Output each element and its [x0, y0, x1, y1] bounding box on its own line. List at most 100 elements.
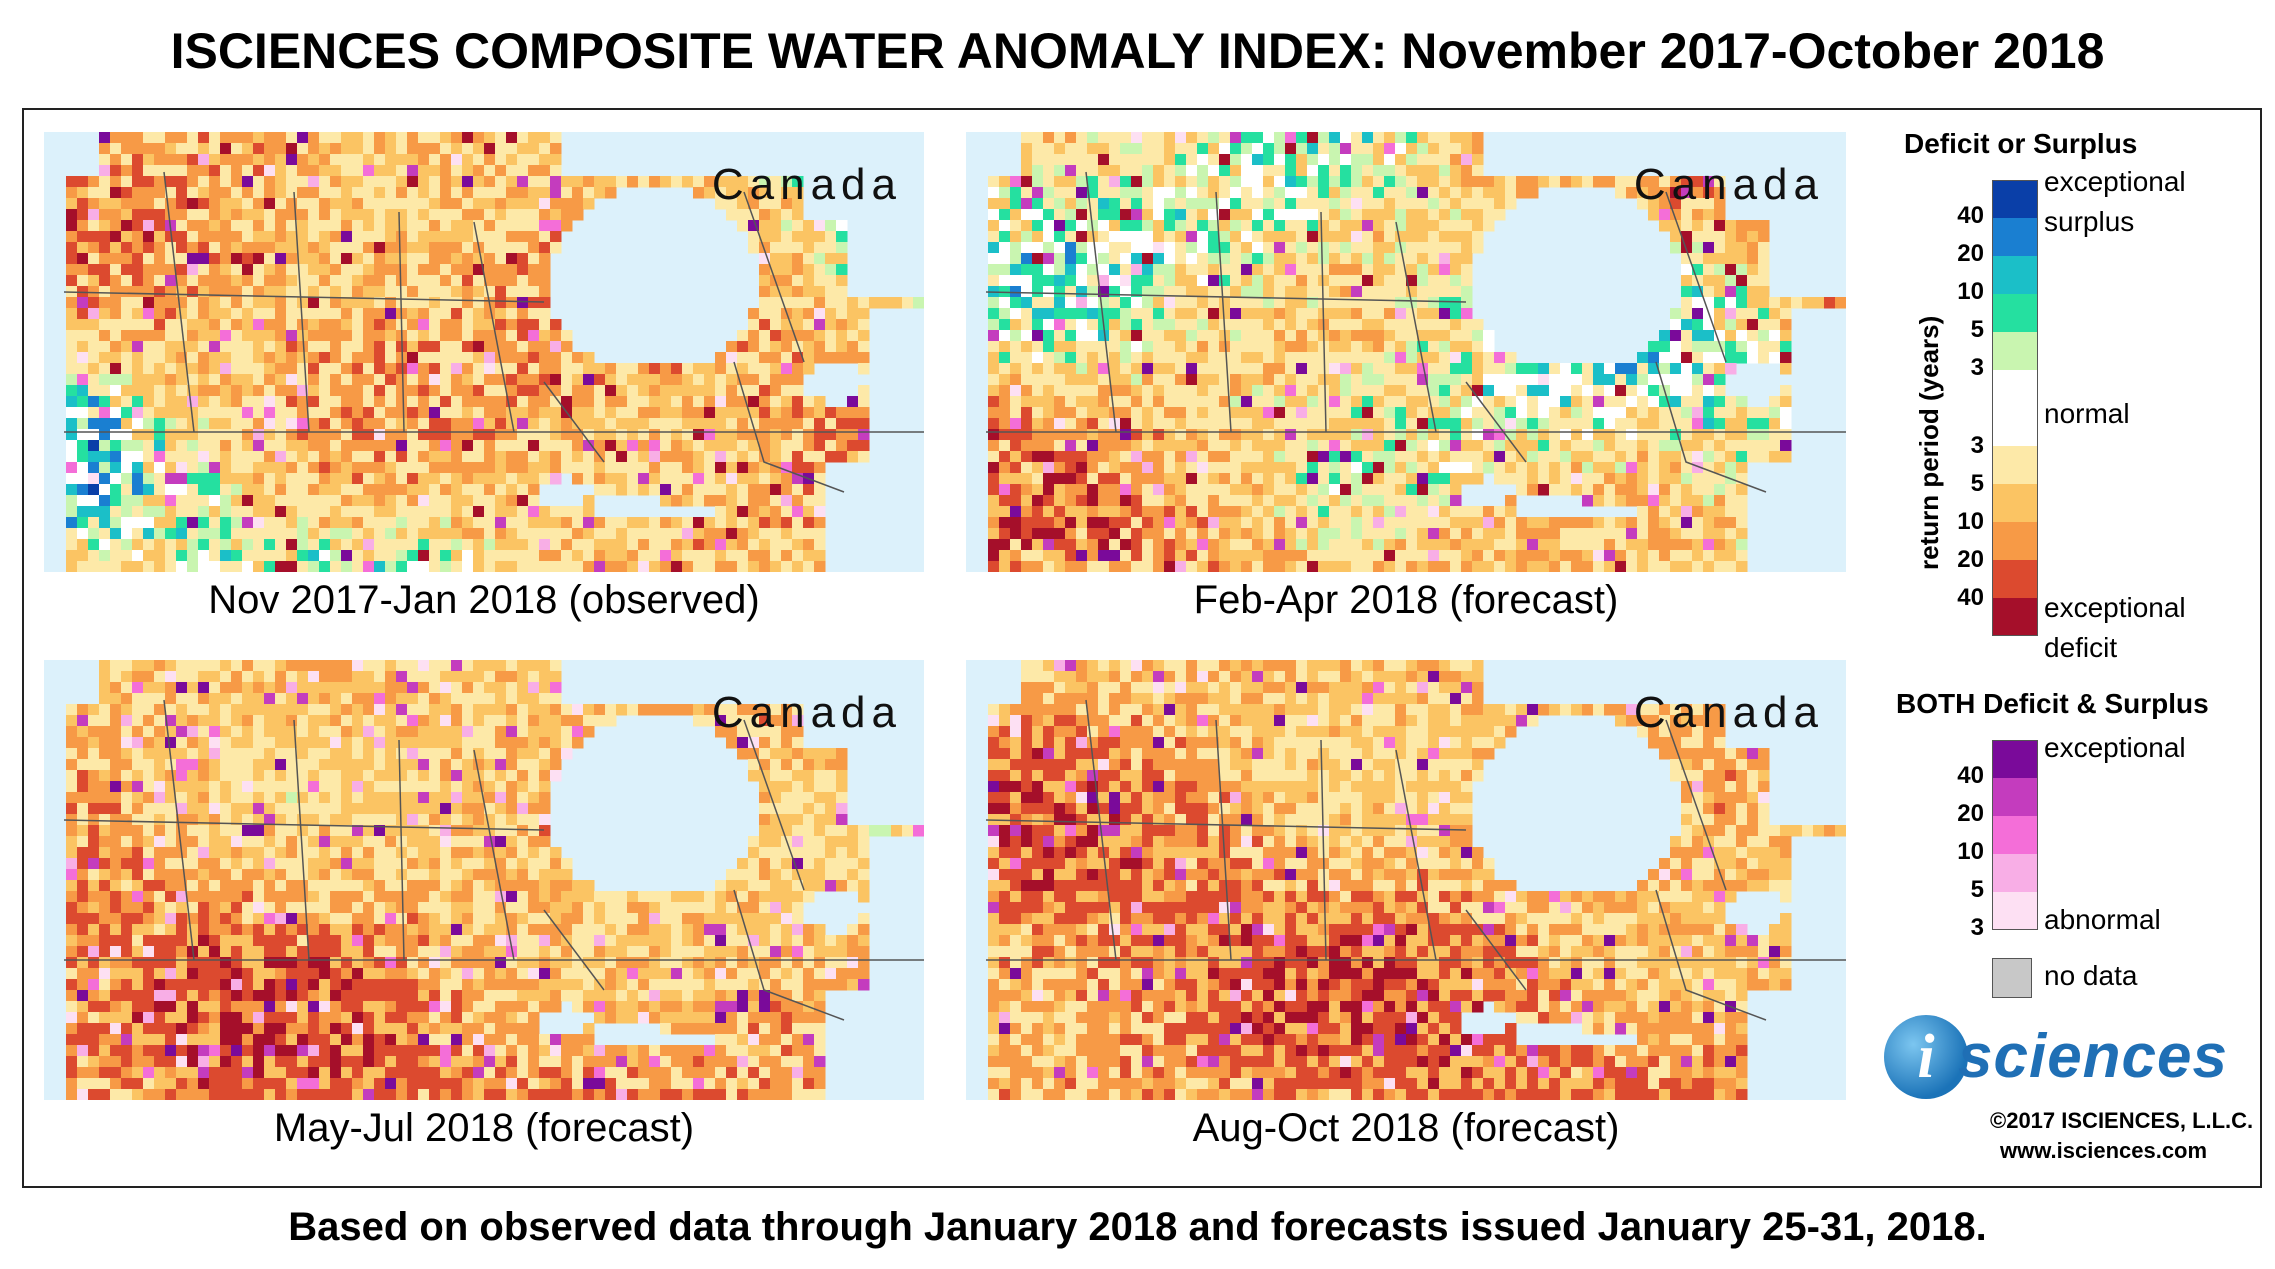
- anomaly-cell: [1461, 330, 1473, 342]
- anomaly-cell: [550, 132, 562, 144]
- anomaly-cell: [209, 308, 221, 320]
- anomaly-cell: [1637, 473, 1649, 485]
- anomaly-cell: [825, 308, 837, 320]
- anomaly-cell: [1197, 165, 1209, 177]
- anomaly-cell: [506, 231, 518, 243]
- anomaly-cell: [418, 330, 430, 342]
- anomaly-cell: [1494, 407, 1506, 419]
- anomaly-cell: [1186, 407, 1198, 419]
- anomaly-cell: [1142, 209, 1154, 221]
- anomaly-cell: [1362, 550, 1374, 562]
- anomaly-cell: [1076, 550, 1088, 562]
- anomaly-cell: [770, 209, 782, 221]
- anomaly-cell: [264, 352, 276, 364]
- anomaly-cell: [1175, 275, 1187, 287]
- anomaly-cell: [1351, 275, 1363, 287]
- anomaly-cell: [143, 528, 155, 540]
- anomaly-cell: [253, 297, 265, 309]
- anomaly-cell: [1120, 187, 1132, 199]
- anomaly-cell: [1087, 462, 1099, 474]
- anomaly-cell: [132, 473, 144, 485]
- anomaly-cell: [1604, 418, 1616, 430]
- anomaly-cell: [407, 506, 419, 518]
- anomaly-cell: [319, 517, 331, 529]
- anomaly-cell: [1219, 484, 1231, 496]
- anomaly-cell: [1384, 154, 1396, 166]
- anomaly-cell: [121, 517, 133, 529]
- anomaly-cell: [726, 198, 738, 210]
- anomaly-cell: [363, 451, 375, 463]
- anomaly-cell: [1615, 396, 1627, 408]
- anomaly-cell: [110, 539, 122, 551]
- anomaly-cell: [154, 363, 166, 375]
- anomaly-cell: [814, 506, 826, 518]
- anomaly-cell: [572, 385, 584, 397]
- anomaly-cell: [1065, 506, 1077, 518]
- anomaly-cell: [1692, 187, 1704, 199]
- anomaly-cell: [1428, 231, 1440, 243]
- anomaly-cell: [77, 242, 89, 254]
- anomaly-cell: [1230, 132, 1242, 144]
- anomaly-cell: [1197, 429, 1209, 441]
- anomaly-cell: [176, 407, 188, 419]
- anomaly-cell: [1747, 253, 1759, 265]
- anomaly-cell: [176, 484, 188, 496]
- anomaly-cell: [1648, 176, 1660, 188]
- anomaly-cell: [352, 671, 364, 683]
- anomaly-cell: [1538, 473, 1550, 485]
- anomaly-cell: [1417, 176, 1429, 188]
- anomaly-cell: [638, 407, 650, 419]
- anomaly-cell: [99, 352, 111, 364]
- anomaly-cell: [1109, 242, 1121, 254]
- anomaly-cell: [132, 550, 144, 562]
- anomaly-cell: [671, 451, 683, 463]
- anomaly-cell: [275, 671, 287, 683]
- anomaly-cell: [1032, 418, 1044, 430]
- anomaly-cell: [1032, 242, 1044, 254]
- anomaly-cell: [1296, 550, 1308, 562]
- anomaly-cell: [1373, 308, 1385, 320]
- anomaly-cell: [1450, 352, 1462, 364]
- anomaly-cell: [308, 154, 320, 166]
- anomaly-cell: [1703, 517, 1715, 529]
- anomaly-cell: [429, 143, 441, 155]
- anomaly-cell: [1307, 396, 1319, 408]
- anomaly-cell: [1527, 374, 1539, 386]
- anomaly-cell: [1175, 253, 1187, 265]
- anomaly-cell: [572, 396, 584, 408]
- anomaly-cell: [1274, 209, 1286, 221]
- anomaly-cell: [1307, 253, 1319, 265]
- anomaly-cell: [1120, 451, 1132, 463]
- anomaly-cell: [264, 484, 276, 496]
- anomaly-cell: [1131, 176, 1143, 188]
- anomaly-cell: [1692, 297, 1704, 309]
- anomaly-cell: [1186, 374, 1198, 386]
- anomaly-cell: [715, 363, 727, 375]
- anomaly-cell: [781, 220, 793, 232]
- anomaly-cell: [242, 440, 254, 452]
- anomaly-cell: [1681, 451, 1693, 463]
- anomaly-cell: [242, 385, 254, 397]
- anomaly-cell: [1021, 385, 1033, 397]
- anomaly-cell: [1065, 308, 1077, 320]
- anomaly-cell: [528, 671, 540, 683]
- anomaly-cell: [385, 363, 397, 375]
- anomaly-cell: [1637, 429, 1649, 441]
- anomaly-cell: [275, 341, 287, 353]
- anomaly-cell: [616, 396, 628, 408]
- anomaly-cell: [1516, 473, 1528, 485]
- anomaly-cell: [297, 363, 309, 375]
- anomaly-cell: [759, 473, 771, 485]
- anomaly-cell: [1670, 418, 1682, 430]
- anomaly-cell: [605, 539, 617, 551]
- anomaly-cell: [1274, 165, 1286, 177]
- anomaly-cell: [1373, 231, 1385, 243]
- anomaly-cell: [385, 473, 397, 485]
- anomaly-cell: [286, 374, 298, 386]
- anomaly-cell: [319, 220, 331, 232]
- anomaly-cell: [1395, 143, 1407, 155]
- anomaly-cell: [264, 451, 276, 463]
- anomaly-cell: [999, 363, 1011, 375]
- anomaly-cell: [1263, 495, 1275, 507]
- anomaly-cell: [1153, 561, 1165, 572]
